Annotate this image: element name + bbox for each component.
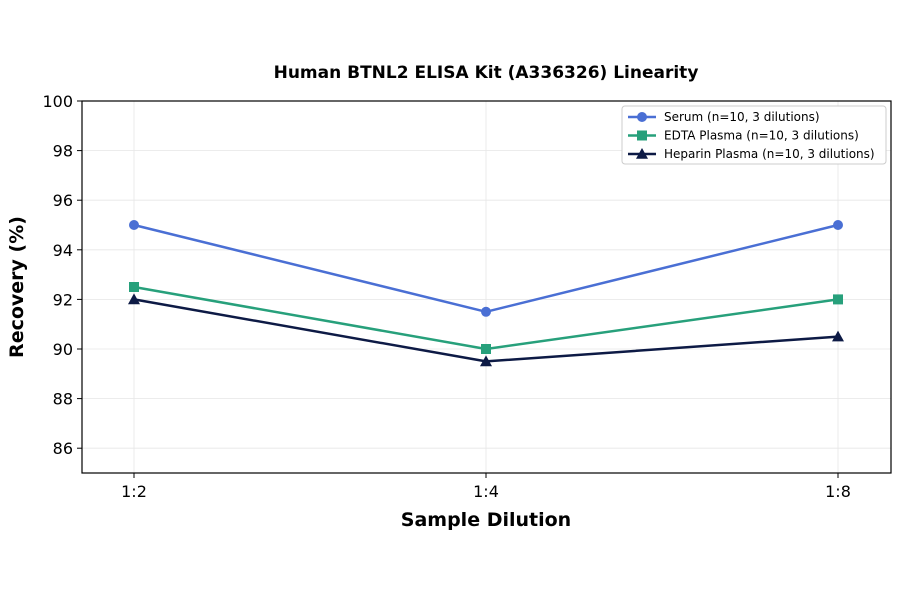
chart-title: Human BTNL2 ELISA Kit (A336326) Linearit… bbox=[274, 63, 699, 83]
legend: Serum (n=10, 3 dilutions) EDTA Plasma (n=… bbox=[621, 105, 887, 165]
y-tick-label: 96 bbox=[53, 191, 73, 210]
legend-swatch-marker bbox=[637, 112, 647, 122]
y-tick-label: 92 bbox=[53, 290, 73, 309]
legend-item: Serum (n=10, 3 dilutions) bbox=[628, 110, 820, 124]
legend-label: Serum (n=10, 3 dilutions) bbox=[664, 110, 820, 124]
legend-swatch-marker bbox=[637, 130, 647, 141]
series-1 bbox=[129, 220, 843, 317]
data-point bbox=[833, 220, 843, 230]
x-tick-label: 1:4 bbox=[473, 482, 499, 501]
axis-ticks: 86 88 90 92 94 96 98 100 1:2 1:4 1:8 bbox=[42, 92, 850, 501]
legend-box bbox=[621, 105, 887, 165]
legend-label: EDTA Plasma (n=10, 3 dilutions) bbox=[664, 129, 859, 143]
data-point bbox=[832, 330, 844, 342]
y-tick-label: 88 bbox=[53, 390, 73, 409]
x-tick-label: 1:2 bbox=[121, 482, 147, 501]
y-tick-label: 86 bbox=[53, 439, 73, 458]
data-point bbox=[481, 344, 491, 354]
legend-item: Heparin Plasma (n=10, 3 dilutions) bbox=[628, 147, 875, 161]
series-3 bbox=[128, 293, 844, 367]
legend-swatch-marker bbox=[636, 148, 648, 159]
data-point bbox=[481, 306, 491, 317]
x-tick-label: 1:8 bbox=[825, 482, 851, 501]
y-tick-label: 100 bbox=[42, 92, 73, 111]
legend-label: Heparin Plasma (n=10, 3 dilutions) bbox=[664, 147, 875, 161]
y-axis-label: Recovery (%) bbox=[6, 216, 28, 358]
y-tick-label: 90 bbox=[53, 340, 73, 359]
series-layer bbox=[128, 220, 844, 367]
data-point bbox=[129, 220, 139, 230]
data-point bbox=[833, 294, 843, 305]
y-tick-label: 94 bbox=[53, 241, 73, 260]
data-point bbox=[129, 282, 139, 292]
data-point bbox=[128, 293, 140, 305]
x-axis-label: Sample Dilution bbox=[401, 509, 571, 531]
y-tick-label: 98 bbox=[53, 142, 73, 161]
legend-item: EDTA Plasma (n=10, 3 dilutions) bbox=[628, 129, 859, 143]
data-point bbox=[480, 355, 492, 367]
series-2 bbox=[129, 282, 843, 354]
